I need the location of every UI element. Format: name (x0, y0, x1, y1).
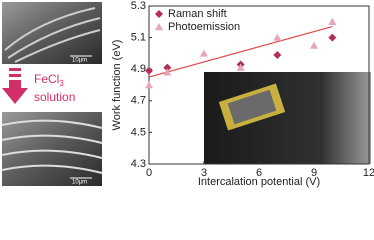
inset-photo (204, 72, 371, 164)
legend-label: Raman shift (168, 8, 227, 20)
point (200, 49, 208, 57)
arrow (2, 68, 28, 104)
x-tick-label: 0 (146, 167, 152, 179)
point (145, 81, 153, 89)
fit-line (148, 25, 333, 78)
scale-label: 10μm (72, 58, 87, 64)
x-tick-label: 6 (256, 167, 262, 179)
point (328, 33, 337, 42)
point (163, 68, 172, 76)
sem-top: 10μm (2, 2, 102, 64)
reagent-suffix: solution (34, 90, 75, 104)
legend-label: Photoemission (168, 21, 240, 33)
point (163, 63, 172, 72)
y-tick-label: 4.9 (131, 63, 146, 75)
reagent: FeCl3 (34, 72, 64, 88)
y-tick-label: 4.5 (131, 126, 146, 138)
x-tick-label: 12 (363, 167, 374, 179)
point (273, 50, 282, 59)
x-tick-label: 3 (201, 167, 207, 179)
legend-marker (155, 23, 163, 31)
page: {"left_panel": {"scale_top": "10μm", "sc… (0, 0, 374, 189)
point (145, 66, 153, 75)
y-tick-label: 4.7 (131, 95, 146, 107)
x-tick-label: 9 (311, 167, 317, 179)
legend-marker (155, 10, 163, 18)
point (236, 63, 245, 71)
y-tick-label: 5.1 (131, 32, 146, 44)
scale-label: 10μm (72, 180, 87, 186)
figure: 10μm FeCl3 solution 10μm 0 3 6 9 12 4.3 4.5 4.7… (1, 0, 374, 188)
y-tick-label: 5.3 (131, 0, 146, 12)
sem-bottom: 10μm (1, 112, 103, 186)
x-axis-label: Intercalation potential (V) (198, 176, 320, 188)
point (310, 41, 318, 49)
y-tick-label: 4.3 (131, 158, 146, 170)
y-axis-label: Work function (eV) (111, 40, 123, 131)
point (328, 17, 337, 25)
chart: 0 3 6 9 12 4.3 4.5 4.7 4.9 5.1 5.3 Intercalation po… (111, 0, 374, 188)
point (273, 33, 282, 41)
